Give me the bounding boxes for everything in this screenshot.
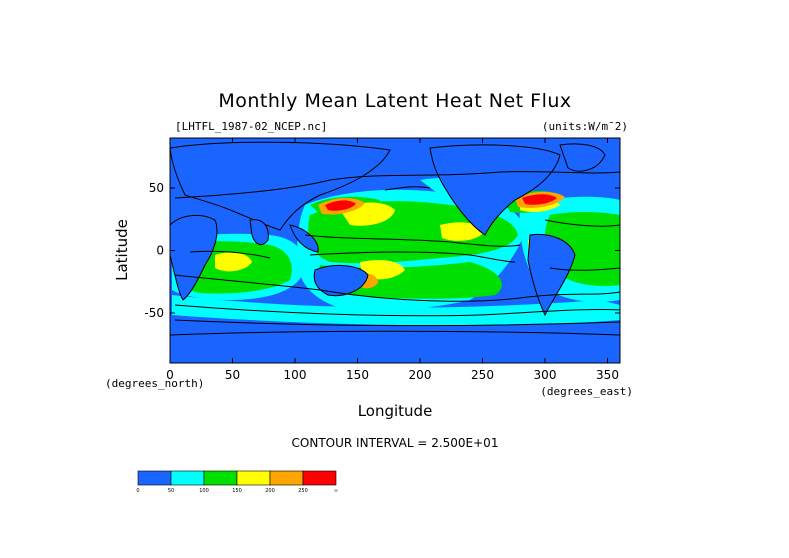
indian-yellow: [215, 252, 252, 272]
y-tick-label: 50: [149, 181, 164, 195]
greenland: [559, 143, 606, 172]
x-tick-label: 50: [225, 368, 240, 382]
australia: [313, 264, 369, 297]
colorbar-swatch: [302, 470, 337, 486]
eurasia: [170, 141, 391, 231]
colorbar-swatch: [203, 470, 238, 486]
colorbar-label: 200: [265, 488, 275, 494]
x-tick-label: 150: [346, 368, 369, 382]
x-tick-label: 0: [166, 368, 174, 382]
x-tick-label: 350: [596, 368, 619, 382]
x-tick-label: 300: [534, 368, 557, 382]
units-label: (units:W/m¯2): [542, 120, 628, 133]
north-america: [429, 144, 561, 236]
file-label: [LHTFL_1987-02_NCEP.nc]: [175, 120, 327, 133]
pacific-yellow-2: [440, 222, 485, 241]
chart-title: Monthly Mean Latent Heat Net Flux: [218, 90, 571, 112]
colorbar-label: 150: [232, 488, 242, 494]
colorbar-label: 0: [136, 488, 139, 494]
contour-lines: [174, 171, 620, 327]
plot-area: [170, 138, 620, 363]
colorbar-swatch: [137, 470, 172, 486]
south-america: [527, 233, 576, 317]
colorbar: 0 50 100 150 200 250 ∞: [136, 470, 338, 494]
y-axis-label: Latitude: [113, 219, 131, 281]
x-axis-ticks: 0 50 100 150 200 250 300 350: [166, 138, 619, 382]
continents: [170, 141, 620, 363]
x-tick-label: 100: [284, 368, 307, 382]
contour-interval: CONTOUR INTERVAL = 2.500E+01: [292, 436, 499, 450]
colorbar-label: 100: [199, 488, 209, 494]
kuroshio-red: [325, 200, 356, 211]
southern-cyan-band: [172, 295, 620, 326]
southeast-asia: [289, 224, 319, 253]
y-tick-label: 0: [156, 244, 164, 258]
x-tick-label: 200: [409, 368, 432, 382]
extreme-fields: [318, 191, 565, 289]
antarctica: [170, 330, 620, 363]
colorbar-swatch: [269, 470, 304, 486]
colorbar-label: 50: [168, 488, 174, 494]
colorbar-swatch: [236, 470, 271, 486]
colorbar-label: ∞: [334, 488, 338, 494]
x-unit-label: (degrees_east): [540, 385, 633, 398]
x-axis-label: Longitude: [358, 402, 433, 420]
y-axis-ticks: -50 0 50: [144, 181, 620, 320]
y-unit-label: (degrees_north): [105, 377, 204, 390]
x-tick-label: 250: [471, 368, 494, 382]
colorbar-swatch: [170, 470, 205, 486]
africa: [170, 214, 218, 301]
gulfstream-red: [522, 194, 557, 205]
y-tick-label: -50: [144, 306, 164, 320]
colorbar-label: 250: [298, 488, 308, 494]
india: [249, 219, 269, 246]
